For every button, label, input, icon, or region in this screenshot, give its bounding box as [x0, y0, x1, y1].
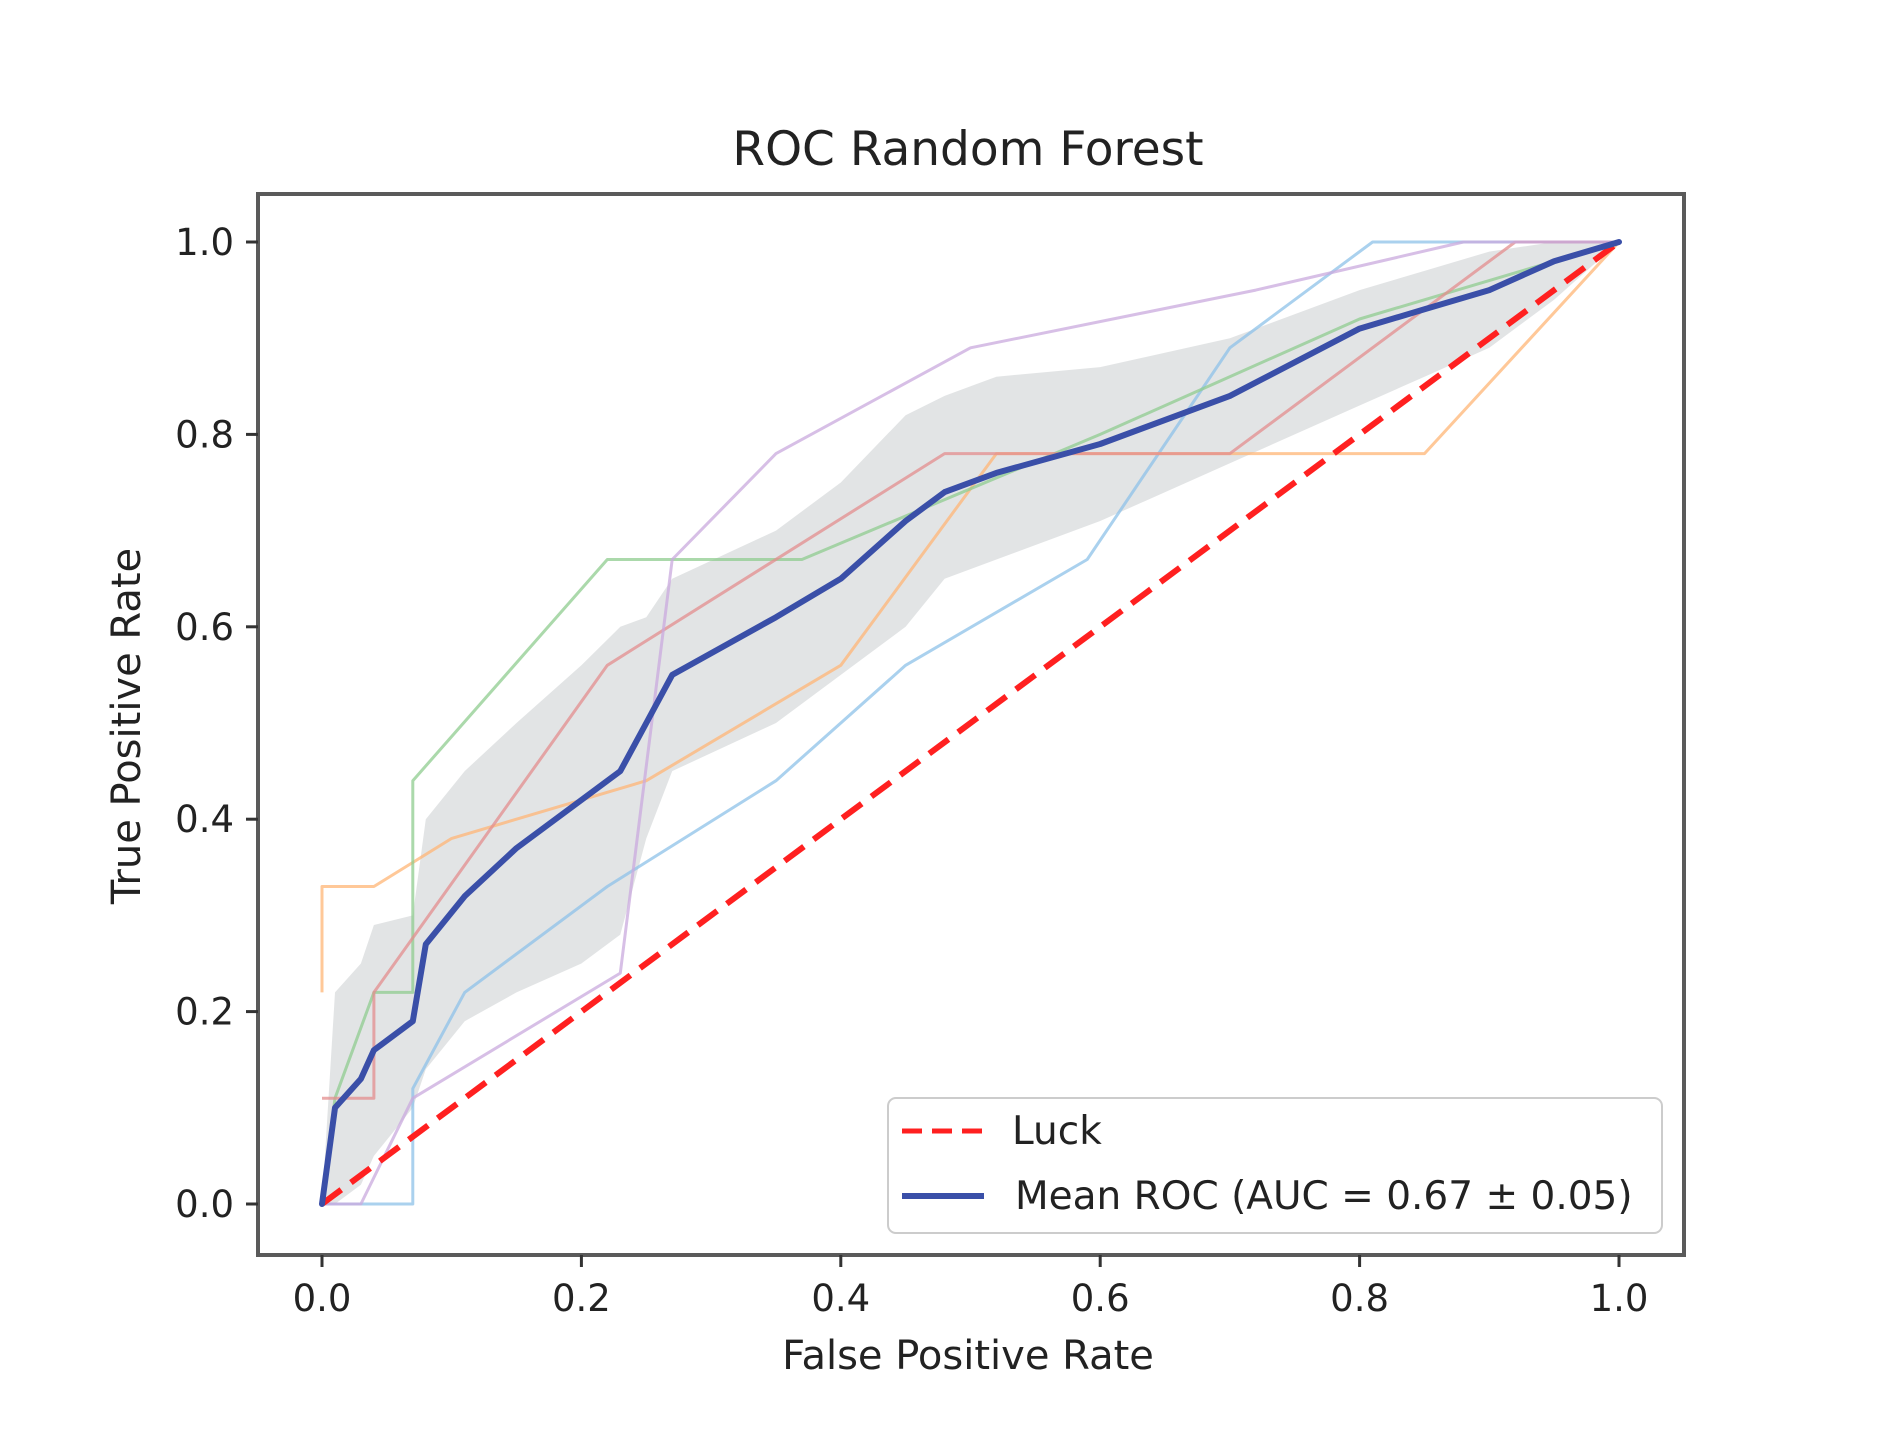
x-tick-label: 1.0	[1590, 1277, 1649, 1320]
y-tick-label: 0.0	[175, 1183, 234, 1226]
axes-frame	[256, 192, 1686, 1257]
y-tick-label: 1.0	[175, 221, 234, 264]
x-axis-label: False Positive Rate	[782, 1333, 1154, 1379]
y-axis-ticks: 0.0 0.2 0.4 0.6 0.8 1.0	[175, 221, 258, 1226]
fold-curves-layer	[320, 240, 1621, 1206]
chart-title: ROC Random Forest	[732, 122, 1203, 177]
mean-roc-layer	[319, 239, 1622, 1207]
x-tick-label: 0.6	[1071, 1277, 1130, 1320]
roc-fold-5	[322, 240, 1619, 1206]
y-tick-label: 0.8	[175, 413, 234, 456]
roc-fold-1	[322, 240, 1619, 1206]
legend: Luck Mean ROC (AUC = 0.67 ± 0.05)	[887, 1097, 1663, 1234]
legend-mean-roc-label: Mean ROC (AUC = 0.67 ± 0.05)	[1015, 1174, 1633, 1219]
legend-box	[887, 1097, 1663, 1234]
roc-fold-2	[320, 240, 1621, 993]
x-tick-label: 0.4	[811, 1277, 870, 1320]
y-tick-label: 0.6	[175, 606, 234, 649]
y-tick-label: 0.4	[175, 798, 234, 841]
roc-fold-4	[322, 240, 1619, 1100]
luck-line-layer	[320, 239, 1621, 1207]
x-tick-label: 0.8	[1330, 1277, 1389, 1320]
y-tick-label: 0.2	[175, 991, 234, 1034]
x-axis-ticks: 0.0 0.2 0.4 0.6 0.8 1.0	[293, 1255, 1649, 1320]
x-tick-label: 0.0	[293, 1277, 352, 1320]
mean-roc-line	[319, 239, 1622, 1207]
roc-fold-3	[320, 240, 1620, 1205]
luck-line	[320, 239, 1621, 1207]
legend-luck-label: Luck	[1012, 1109, 1102, 1154]
y-axis-label: True Positive Rate	[104, 548, 150, 905]
x-tick-label: 0.2	[552, 1277, 611, 1320]
